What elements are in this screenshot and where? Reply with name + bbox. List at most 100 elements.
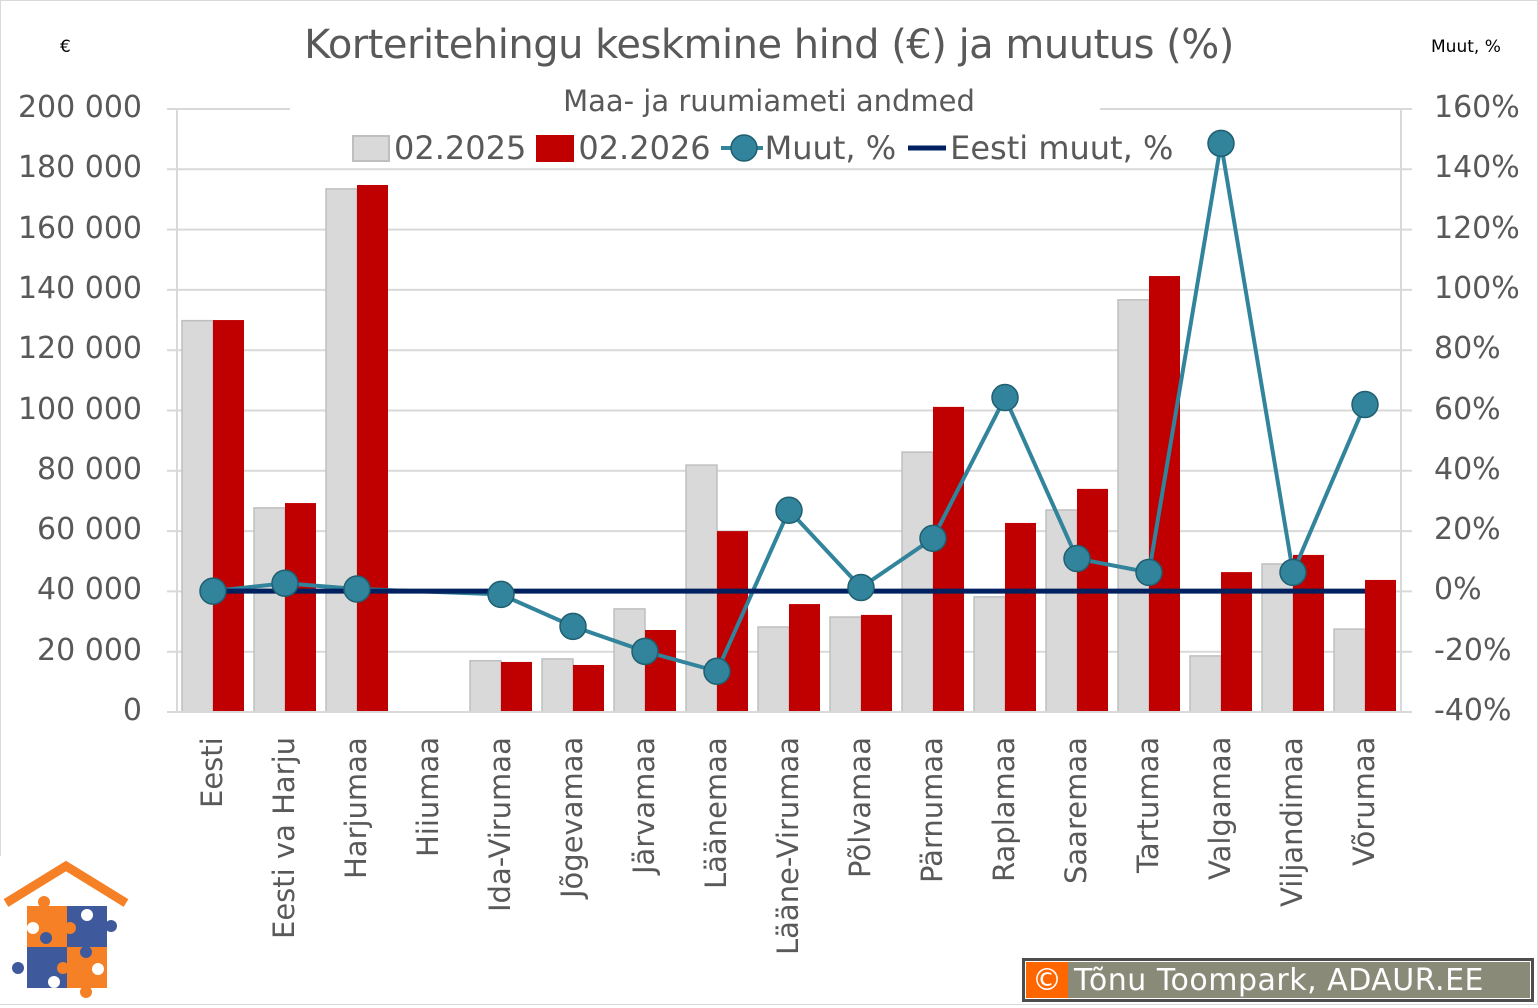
legend-label: 02.2025 — [394, 129, 527, 167]
logo-house-puzzle-icon — [0, 856, 135, 1004]
right-axis-tick-label: 20% — [1434, 512, 1501, 548]
bar-02-2026 — [861, 614, 892, 712]
x-axis-category-label: Järvamaa — [627, 737, 661, 874]
bar-02-2026 — [789, 604, 820, 712]
bar-02-2025 — [1261, 563, 1294, 713]
muut-marker — [775, 496, 803, 525]
left-axis-tick-label: 180 000 — [17, 150, 142, 186]
muut-marker — [847, 573, 875, 602]
legend-swatch-gray-bar-icon — [352, 134, 390, 162]
muut-marker — [991, 383, 1019, 412]
bar-02-2025 — [541, 658, 574, 713]
x-axis-category-label: Tartumaa — [1131, 736, 1165, 873]
left-axis-unit: € — [60, 37, 71, 57]
x-axis-category-label: Valgamaa — [1203, 736, 1237, 880]
left-axis-tick-label: 40 000 — [37, 572, 142, 608]
bar-02-2026 — [573, 664, 604, 712]
bar-02-2026 — [717, 531, 748, 712]
bar-02-2025 — [973, 596, 1006, 713]
left-axis-tick-label: 20 000 — [37, 632, 142, 668]
right-axis-tick-label: 140% — [1434, 150, 1520, 186]
bar-02-2026 — [1221, 572, 1252, 712]
legend-label: 02.2026 — [578, 129, 711, 167]
muut-marker — [487, 580, 515, 609]
x-axis-category-label: Võrumaa — [1347, 736, 1381, 866]
legend-line-icon — [908, 145, 947, 151]
legend-item-2026: 02.2026 — [536, 129, 711, 167]
copyright-text: Tõnu Toompark, ADAUR.EE — [1068, 962, 1530, 998]
bar-02-2025 — [685, 464, 718, 713]
bar-02-2026 — [357, 184, 388, 712]
x-axis-category-label: Viljandimaa — [1275, 737, 1309, 907]
bar-02-2025 — [469, 659, 502, 713]
bar-02-2025 — [1333, 628, 1366, 713]
bar-02-2025 — [1189, 655, 1222, 713]
bar-02-2025 — [757, 626, 790, 713]
x-axis-category-label: Põlvamaa — [843, 737, 877, 878]
chart-title: Korteritehingu keskmine hind (€) ja muut… — [304, 22, 1234, 68]
right-axis-tick-label: 120% — [1434, 210, 1520, 246]
right-axis-tick-label: -40% — [1434, 693, 1512, 728]
muut-marker — [919, 524, 947, 553]
right-axis-unit: Muut, % — [1431, 37, 1501, 57]
x-axis-category-label: Raplamaa — [987, 736, 1021, 882]
copyright-badge: © Tõnu Toompark, ADAUR.EE — [1022, 958, 1534, 1002]
right-axis-tick-label: 80% — [1434, 331, 1501, 367]
bar-02-2026 — [213, 320, 244, 712]
right-axis-tick-label: 100% — [1434, 270, 1520, 306]
legend-item-2025: 02.2025 — [352, 129, 526, 167]
chart-subtitle: Maa- ja ruumiameti andmed — [563, 84, 975, 118]
bar-02-2026 — [1365, 579, 1396, 712]
bar-02-2025 — [1117, 299, 1150, 713]
bar-02-2025 — [181, 319, 214, 713]
muut-marker — [1063, 544, 1091, 573]
bar-02-2025 — [901, 451, 934, 713]
left-axis-tick-label: 80 000 — [37, 451, 142, 487]
left-axis-tick-label: 200 000 — [17, 90, 142, 125]
left-axis-tick-label: 120 000 — [17, 331, 142, 367]
left-axis-tick-label: 140 000 — [17, 270, 142, 306]
copyright-badge-inner: © Tõnu Toompark, ADAUR.EE — [1025, 961, 1531, 999]
bar-02-2025 — [1045, 509, 1078, 713]
muut-marker — [631, 637, 659, 666]
muut-marker — [559, 612, 587, 641]
legend-item-muut: Muut, % — [720, 129, 897, 167]
bar-02-2026 — [933, 406, 964, 712]
right-axis-tick-label: 0% — [1434, 572, 1482, 608]
left-axis-tick-label: 60 000 — [37, 512, 142, 548]
x-axis-category-label: Pärnumaa — [915, 737, 949, 883]
right-axis-tick-label: 40% — [1434, 451, 1501, 487]
legend-item-eesti-muut: Eesti muut, % — [906, 129, 1173, 167]
muut-marker — [343, 575, 371, 603]
left-axis-tick-label: 0 — [122, 693, 142, 728]
right-axis-tick-label: -20% — [1434, 632, 1512, 668]
x-axis-category-label: Harjumaa — [339, 737, 373, 879]
x-axis-category-label: Läänemaa — [699, 737, 733, 889]
muut-marker — [1351, 390, 1379, 419]
bar-02-2026 — [501, 661, 532, 712]
muut-marker — [1207, 129, 1235, 158]
bar-02-2026 — [1077, 488, 1108, 712]
legend-swatch-red-bar-icon — [536, 134, 575, 162]
copyright-icon: © — [1026, 962, 1068, 998]
x-axis-category-label: Jõgevamaa — [555, 736, 589, 898]
x-axis-category-label: Lääne-Virumaa — [771, 736, 805, 955]
x-axis-category-label: Ida-Virumaa — [483, 737, 517, 912]
left-axis-tick-label: 100 000 — [17, 391, 142, 427]
x-axis-category-label: Hiiumaa — [411, 736, 445, 857]
muut-marker — [271, 569, 299, 598]
bar-02-2026 — [1149, 276, 1180, 712]
right-axis-tick-label: 60% — [1434, 391, 1501, 427]
left-axis-tick-label: 160 000 — [17, 210, 142, 246]
x-axis-category-label: Saaremaa — [1059, 737, 1093, 884]
legend-label: Muut, % — [764, 129, 897, 167]
muut-marker — [1135, 558, 1163, 587]
right-axis-tick-label: 160% — [1434, 90, 1520, 125]
bar-02-2025 — [829, 616, 862, 713]
bar-02-2026 — [285, 503, 316, 712]
legend-line-marker-icon — [720, 134, 763, 162]
bar-02-2026 — [1005, 522, 1036, 712]
legend-label: Eesti muut, % — [950, 129, 1174, 167]
bar-02-2025 — [325, 188, 358, 713]
